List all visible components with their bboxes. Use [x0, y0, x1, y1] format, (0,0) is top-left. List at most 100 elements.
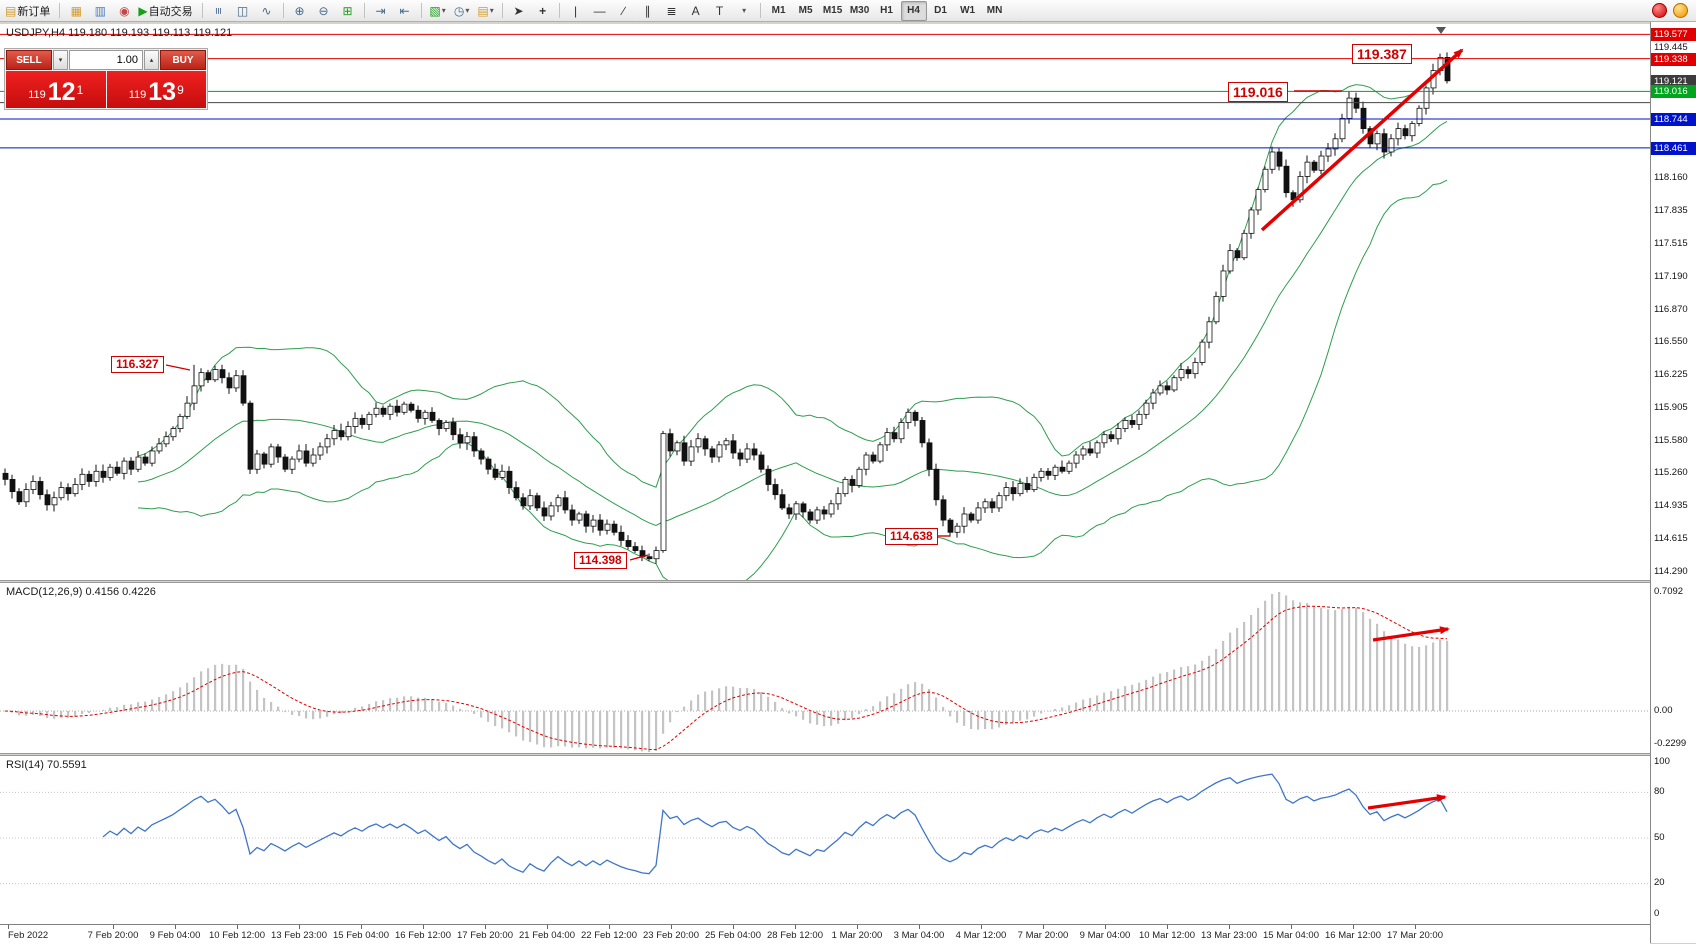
macd-chart[interactable] — [0, 583, 1650, 753]
trendline-icon: ∕ — [622, 3, 625, 18]
new-order-label: 新订单 — [17, 5, 51, 18]
timeframe-button-mn[interactable]: MN — [986, 5, 1003, 16]
alert-status-icon[interactable] — [1652, 3, 1667, 18]
sell-price-display[interactable]: 119 12 1 — [6, 71, 106, 108]
price-annotation[interactable]: 119.016 — [1228, 82, 1288, 102]
time-label: 10 Mar 12:00 — [1139, 930, 1195, 941]
cursor-button[interactable]: ➤ — [508, 1, 530, 21]
volume-decrease-button[interactable]: ▾ — [53, 50, 68, 70]
text-button[interactable]: A — [685, 1, 707, 21]
horizontal-line-button[interactable]: — — [589, 1, 611, 21]
sell-price-handle: 119 — [28, 89, 46, 101]
timeframe-button-h1[interactable]: H1 — [880, 5, 893, 16]
time-tick — [795, 925, 796, 929]
zoom-in-icon: ⊕ — [294, 3, 305, 18]
new-order-button[interactable]: ▤ 新订单 — [4, 1, 54, 21]
price-annotation[interactable]: 114.638 — [885, 528, 938, 545]
market-watch-icon: ▦ — [70, 3, 83, 18]
template-dropdown[interactable]: ▤ ▾ — [475, 1, 497, 21]
new-order-icon: ▤ — [5, 3, 17, 18]
time-label: 13 Feb 23:00 — [271, 930, 327, 941]
terminal-icon: ◉ — [119, 3, 130, 18]
toolbar: ▤ 新订单 ▦ ▥ ◉ ▶ 自动交易 ≡ ◫ ∿ ⊕ ⊖ ⊞ ⇥ ⇤ ▧ ▾ ◷ ▾… — [0, 0, 1696, 22]
crosshair-button[interactable]: + — [532, 1, 554, 21]
price-annotation[interactable]: 114.398 — [574, 552, 627, 569]
label-button[interactable]: T — [709, 1, 731, 21]
panel-divider[interactable] — [0, 753, 1650, 756]
timeframe-button-m5[interactable]: M5 — [798, 5, 813, 16]
buy-price-display[interactable]: 119 13 9 — [106, 71, 206, 108]
price-annotation[interactable]: 116.327 — [111, 356, 164, 373]
shapes-dropdown[interactable]: ▾ — [733, 1, 755, 21]
toolbar-separator — [759, 3, 761, 18]
toolbar-separator — [282, 3, 284, 18]
data-window-icon: ▥ — [94, 3, 107, 18]
panel-divider[interactable] — [0, 580, 1650, 583]
rsi-chart[interactable] — [0, 756, 1650, 924]
price-annotation[interactable]: 119.387 — [1352, 44, 1412, 64]
clock-icon: ◷ — [453, 3, 465, 18]
community-status-icon[interactable] — [1673, 3, 1688, 18]
price-tag: 119.577 — [1651, 28, 1696, 42]
terminal-button[interactable]: ◉ — [113, 1, 135, 21]
horizontal-line-icon: — — [593, 3, 606, 18]
time-tick — [361, 925, 362, 929]
market-watch-button[interactable]: ▦ — [65, 1, 87, 21]
timeframe-button-d1[interactable]: D1 — [934, 5, 947, 16]
axis-label: 20 — [1654, 877, 1665, 888]
bar-chart-button[interactable]: ≡ — [208, 1, 230, 21]
volume-input[interactable] — [69, 50, 143, 70]
main-price-chart[interactable] — [0, 24, 1650, 580]
axis-label: 117.835 — [1654, 205, 1688, 217]
timeframe-button-h4[interactable]: H4 — [900, 0, 927, 21]
zoom-out-button[interactable]: ⊖ — [313, 1, 335, 21]
line-chart-button[interactable]: ∿ — [256, 1, 278, 21]
time-axis[interactable]: Feb 2022 7 Feb 20:00 9 Feb 04:00 10 Feb 12:… — [0, 924, 1650, 944]
time-tick — [981, 925, 982, 929]
autoscroll-icon: ⇥ — [375, 3, 386, 18]
axis-label: 115.580 — [1654, 434, 1688, 446]
trendline-button[interactable]: ∕ — [613, 1, 635, 21]
time-tick — [299, 925, 300, 929]
time-label: 1 Mar 20:00 — [831, 930, 883, 941]
timeframe-button-w1[interactable]: W1 — [960, 5, 976, 16]
time-label: 21 Feb 04:00 — [519, 930, 575, 941]
macd-label: MACD(12,26,9) 0.4156 0.4226 — [6, 586, 156, 598]
data-window-button[interactable]: ▥ — [89, 1, 111, 21]
time-tick — [1291, 925, 1292, 929]
chevron-down-icon: ▾ — [489, 6, 494, 15]
time-tick — [175, 925, 176, 929]
time-label: 4 Mar 12:00 — [955, 930, 1007, 941]
zoom-in-button[interactable]: ⊕ — [289, 1, 311, 21]
toolbar-separator — [59, 3, 61, 18]
text-icon: A — [691, 3, 700, 18]
axis-label: 116.225 — [1654, 369, 1688, 381]
time-label: 22 Feb 12:00 — [581, 930, 637, 941]
axis-label: 0.00 — [1654, 705, 1673, 716]
channel-button[interactable]: ∥ — [637, 1, 659, 21]
time-label: 28 Feb 12:00 — [767, 930, 823, 941]
autoscroll-button[interactable]: ⇥ — [370, 1, 392, 21]
buy-button[interactable]: BUY — [160, 50, 206, 70]
price-tag: 119.338 — [1651, 52, 1696, 66]
cursor-icon: ➤ — [513, 3, 524, 18]
macd-panel: MACD(12,26,9) 0.4156 0.4226 — [0, 583, 1650, 753]
period-dropdown[interactable]: ◷ ▾ — [451, 1, 473, 21]
new-chart-dropdown[interactable]: ▧ ▾ — [427, 1, 449, 21]
timeframe-button-m30[interactable]: M30 — [849, 5, 870, 16]
time-label: 15 Mar 04:00 — [1263, 930, 1319, 941]
timeframe-button-m15[interactable]: M15 — [822, 5, 843, 16]
fibonacci-icon: ≣ — [666, 3, 677, 18]
timeframe-button-m1[interactable]: M1 — [771, 5, 786, 16]
autotrading-button[interactable]: ▶ 自动交易 — [137, 1, 196, 21]
time-tick — [113, 925, 114, 929]
chart-shift-button[interactable]: ⇤ — [394, 1, 416, 21]
sell-button[interactable]: SELL — [6, 50, 52, 70]
fibonacci-button[interactable]: ≣ — [661, 1, 683, 21]
candlestick-chart-button[interactable]: ◫ — [232, 1, 254, 21]
price-axis[interactable]: 119.445 118.160 117.835 117.515 117.190 116.8… — [1650, 22, 1696, 943]
volume-increase-button[interactable]: ▴ — [144, 50, 159, 70]
axis-label: 114.290 — [1654, 565, 1688, 577]
tile-windows-button[interactable]: ⊞ — [337, 1, 359, 21]
vertical-line-button[interactable]: | — [565, 1, 587, 21]
